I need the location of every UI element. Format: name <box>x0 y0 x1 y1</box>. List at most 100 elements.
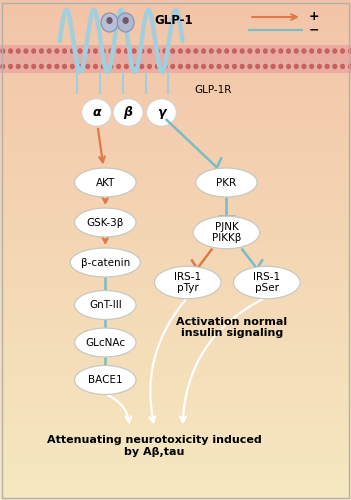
Bar <box>0 330 351 332</box>
Ellipse shape <box>8 64 13 69</box>
Bar <box>0 66 351 68</box>
Bar <box>0 444 351 446</box>
Bar <box>0 224 351 226</box>
Bar <box>0 133 351 135</box>
Bar <box>0 33 351 35</box>
Ellipse shape <box>122 17 129 24</box>
Bar <box>0 388 351 390</box>
Bar <box>0 254 351 256</box>
Text: GSK-3β: GSK-3β <box>87 218 124 228</box>
Bar <box>0 290 351 292</box>
Ellipse shape <box>178 64 183 69</box>
Bar <box>0 360 351 362</box>
Bar <box>0 270 351 272</box>
Bar <box>0 386 351 388</box>
Bar <box>0 71 351 74</box>
Ellipse shape <box>62 64 67 69</box>
Ellipse shape <box>186 64 190 69</box>
Bar <box>0 466 351 468</box>
Bar <box>0 61 351 64</box>
Bar <box>0 400 351 402</box>
Bar <box>0 478 351 480</box>
Bar <box>0 23 351 25</box>
Ellipse shape <box>78 64 82 69</box>
Bar <box>0 380 351 382</box>
Bar <box>0 21 351 24</box>
Bar <box>0 46 351 48</box>
Ellipse shape <box>109 64 113 69</box>
Bar <box>0 366 351 368</box>
Ellipse shape <box>294 48 298 54</box>
Bar <box>0 148 351 150</box>
Bar <box>0 288 351 290</box>
Bar <box>0 348 351 350</box>
Bar <box>0 484 351 486</box>
Ellipse shape <box>70 48 74 54</box>
Bar <box>0 45 351 72</box>
Ellipse shape <box>24 48 28 54</box>
Bar <box>0 70 351 71</box>
Bar <box>0 88 351 90</box>
Ellipse shape <box>32 64 36 69</box>
Bar <box>0 186 351 188</box>
Bar <box>0 256 351 258</box>
Bar <box>0 236 351 238</box>
Bar <box>0 344 351 346</box>
Bar <box>0 306 351 308</box>
Bar <box>0 231 351 234</box>
Bar <box>0 86 351 88</box>
Bar <box>0 373 351 375</box>
Bar <box>0 108 351 110</box>
Bar <box>0 421 351 424</box>
Bar <box>0 321 351 324</box>
Ellipse shape <box>124 48 128 54</box>
Bar <box>0 203 351 205</box>
Bar <box>0 16 351 18</box>
Ellipse shape <box>86 64 90 69</box>
Bar <box>0 100 351 102</box>
Bar <box>0 374 351 376</box>
Bar <box>0 151 351 154</box>
Ellipse shape <box>178 48 183 54</box>
Ellipse shape <box>302 64 306 69</box>
Bar <box>0 411 351 414</box>
Bar <box>0 111 351 114</box>
Bar <box>0 393 351 395</box>
Bar <box>0 83 351 85</box>
Bar <box>0 188 351 190</box>
Bar <box>0 458 351 460</box>
Text: PJNK
PIKKβ: PJNK PIKKβ <box>212 222 241 244</box>
Ellipse shape <box>1 48 5 54</box>
Ellipse shape <box>109 48 113 54</box>
Bar <box>0 423 351 425</box>
Bar <box>0 248 351 250</box>
Ellipse shape <box>132 64 136 69</box>
Bar <box>0 138 351 140</box>
Bar <box>0 223 351 225</box>
Bar <box>0 404 351 406</box>
Ellipse shape <box>1 64 5 69</box>
Ellipse shape <box>247 64 252 69</box>
Ellipse shape <box>232 48 237 54</box>
Bar <box>0 266 351 268</box>
Ellipse shape <box>309 48 314 54</box>
Bar <box>0 314 351 316</box>
Bar <box>0 154 351 156</box>
Bar <box>0 268 351 270</box>
Bar <box>0 140 351 141</box>
Ellipse shape <box>155 48 159 54</box>
Bar <box>0 368 351 370</box>
Bar <box>0 58 351 60</box>
Bar <box>0 131 351 134</box>
Ellipse shape <box>139 48 144 54</box>
Bar <box>0 81 351 84</box>
Bar <box>0 214 351 216</box>
Ellipse shape <box>255 48 260 54</box>
Bar <box>0 460 351 462</box>
Ellipse shape <box>240 64 244 69</box>
Bar <box>0 126 351 128</box>
Bar <box>0 376 351 378</box>
Bar <box>0 401 351 404</box>
Bar <box>0 281 351 283</box>
Bar <box>0 76 351 78</box>
